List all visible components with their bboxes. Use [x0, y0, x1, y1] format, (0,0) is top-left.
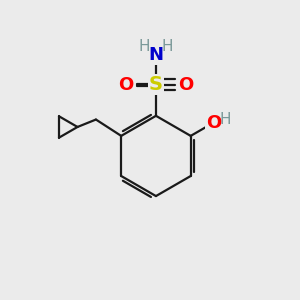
Text: O: O	[118, 76, 134, 94]
Text: H: H	[139, 39, 150, 54]
Text: N: N	[148, 46, 164, 64]
Text: H: H	[219, 112, 231, 127]
Text: H: H	[161, 39, 173, 54]
Text: S: S	[149, 75, 163, 94]
Text: O: O	[178, 76, 193, 94]
Text: O: O	[206, 113, 221, 131]
